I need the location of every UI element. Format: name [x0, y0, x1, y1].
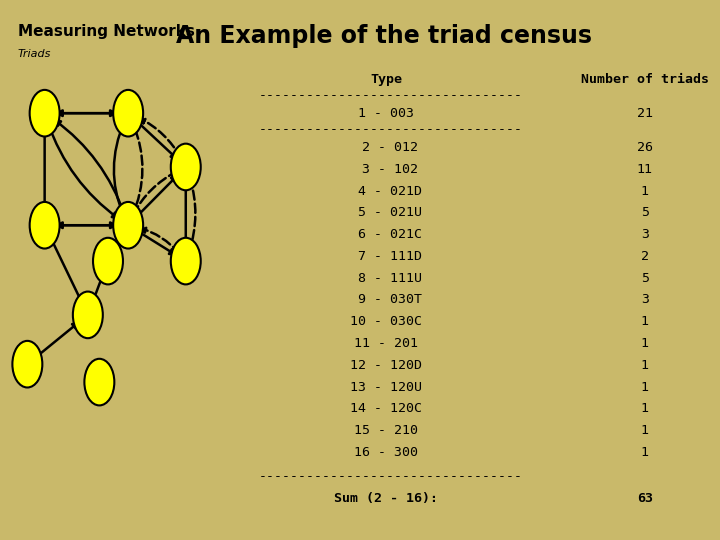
Text: 11: 11: [636, 163, 653, 176]
FancyArrowPatch shape: [140, 118, 181, 158]
FancyArrowPatch shape: [114, 122, 124, 214]
Text: 10 - 030C: 10 - 030C: [350, 315, 422, 328]
FancyArrowPatch shape: [42, 123, 48, 213]
FancyArrowPatch shape: [55, 120, 125, 216]
FancyArrowPatch shape: [183, 177, 189, 248]
Text: ---------------------------------: ---------------------------------: [259, 123, 523, 136]
Text: 6 - 021C: 6 - 021C: [350, 228, 422, 241]
Text: 7 - 111D: 7 - 111D: [350, 250, 422, 263]
FancyArrowPatch shape: [57, 222, 118, 228]
Text: 8 - 111U: 8 - 111U: [350, 272, 422, 285]
Text: 3 - 102: 3 - 102: [354, 163, 418, 176]
Circle shape: [171, 238, 201, 285]
Text: 1: 1: [641, 359, 649, 372]
FancyArrowPatch shape: [49, 234, 83, 303]
Circle shape: [171, 144, 201, 190]
Text: 26: 26: [636, 141, 653, 154]
Text: 1: 1: [641, 446, 649, 459]
Text: 21: 21: [636, 107, 653, 120]
Text: 1: 1: [641, 337, 649, 350]
Text: 11 - 201: 11 - 201: [354, 337, 418, 350]
Circle shape: [113, 202, 143, 248]
Text: Number of triads: Number of triads: [581, 73, 708, 86]
Text: 1: 1: [641, 402, 649, 415]
Text: 16 - 300: 16 - 300: [354, 446, 418, 459]
Text: 1: 1: [641, 315, 649, 328]
FancyArrowPatch shape: [140, 227, 179, 254]
Text: 3: 3: [641, 228, 649, 241]
FancyArrowPatch shape: [48, 123, 118, 218]
Text: 9 - 030T: 9 - 030T: [350, 293, 422, 307]
Text: 2 - 012: 2 - 012: [354, 141, 418, 154]
FancyArrowPatch shape: [132, 125, 143, 217]
Text: ---------------------------------: ---------------------------------: [259, 470, 523, 483]
FancyArrowPatch shape: [189, 179, 195, 252]
Text: 5 - 021U: 5 - 021U: [350, 206, 422, 219]
FancyArrowPatch shape: [135, 120, 176, 158]
Text: 12 - 120D: 12 - 120D: [350, 359, 422, 372]
FancyArrowPatch shape: [57, 110, 118, 116]
Text: 1 - 003: 1 - 003: [359, 107, 414, 120]
Text: An Example of the triad census: An Example of the triad census: [176, 24, 593, 48]
Text: ---------------------------------: ---------------------------------: [259, 89, 523, 102]
Circle shape: [30, 202, 60, 248]
Circle shape: [30, 90, 60, 137]
Text: 13 - 120U: 13 - 120U: [350, 381, 422, 394]
Text: 1: 1: [641, 424, 649, 437]
Text: 2: 2: [641, 250, 649, 263]
FancyArrowPatch shape: [91, 273, 104, 306]
Text: 15 - 210: 15 - 210: [354, 424, 418, 437]
Text: Measuring Networks: Measuring Networks: [18, 24, 195, 39]
Text: 1: 1: [641, 185, 649, 198]
FancyArrowPatch shape: [55, 110, 116, 116]
Text: 1: 1: [641, 381, 649, 394]
Text: 3: 3: [641, 293, 649, 307]
FancyArrowPatch shape: [136, 231, 175, 254]
Circle shape: [84, 359, 114, 406]
FancyArrowPatch shape: [113, 236, 122, 253]
Text: 14 - 120C: 14 - 120C: [350, 402, 422, 415]
Circle shape: [73, 292, 103, 338]
FancyArrowPatch shape: [134, 171, 177, 214]
Text: 5: 5: [641, 272, 649, 285]
Text: Sum (2 - 16):: Sum (2 - 16):: [334, 492, 438, 505]
Circle shape: [113, 90, 143, 137]
FancyArrowPatch shape: [35, 323, 78, 358]
FancyArrowPatch shape: [55, 222, 116, 228]
Text: Triads: Triads: [18, 49, 51, 59]
Text: Type: Type: [370, 73, 402, 86]
Circle shape: [93, 238, 123, 285]
Circle shape: [12, 341, 42, 388]
Text: 63: 63: [636, 492, 653, 505]
FancyArrowPatch shape: [135, 176, 177, 218]
Text: 4 - 021D: 4 - 021D: [350, 185, 422, 198]
Text: 5: 5: [641, 206, 649, 219]
